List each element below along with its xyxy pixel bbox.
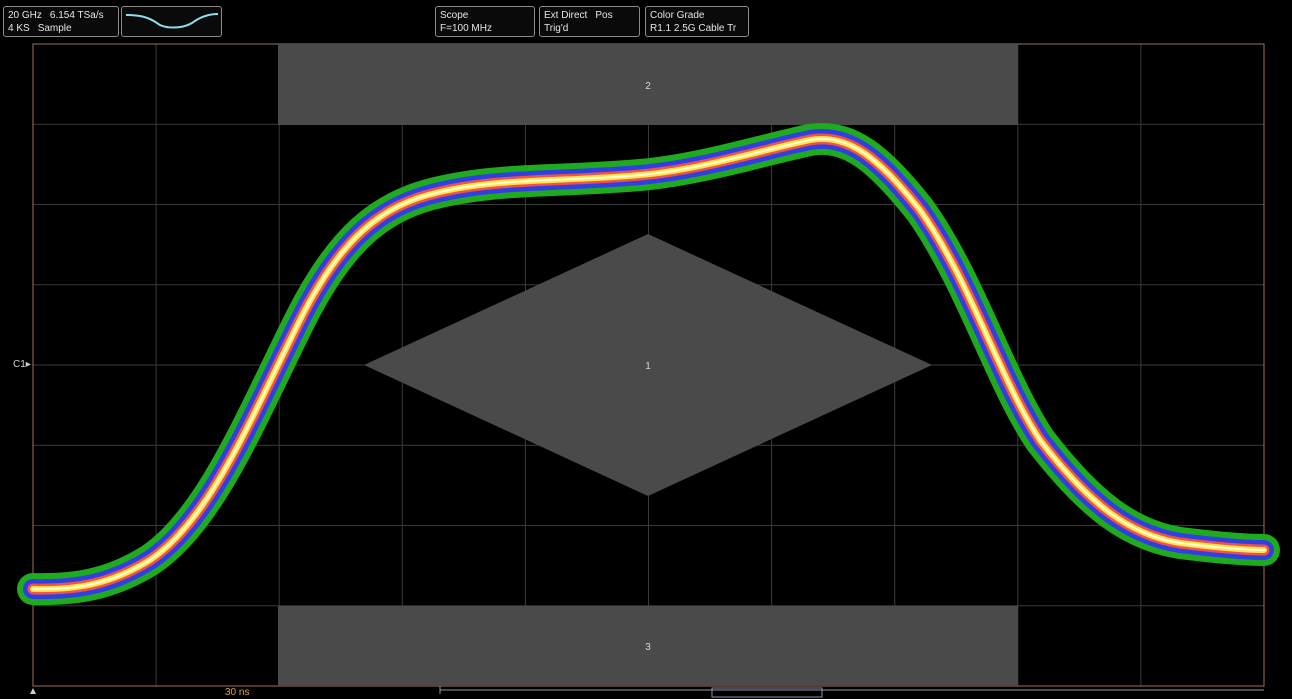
sample-rate: 6.154 TSa/s xyxy=(49,10,104,21)
preview-thumbnail[interactable] xyxy=(121,6,222,37)
bandwidth: 20 GHz xyxy=(8,10,42,21)
trace-layer-peak xyxy=(32,137,1265,591)
time-per-div[interactable]: 30 ns xyxy=(225,687,250,698)
timebase-panel[interactable]: 20 GHz 6.154 TSa/s 4 KS Sample xyxy=(3,6,119,37)
mask-region-3: 3 xyxy=(278,606,1018,686)
trigger-state: Trig'd xyxy=(544,23,569,34)
mask-region-3-label: 3 xyxy=(645,642,651,653)
mask-region-2-label: 2 xyxy=(645,81,651,92)
scope-frequency: F=100 MHz xyxy=(440,23,492,34)
mask-name: R1.1 2.5G Cable Tr xyxy=(650,23,737,34)
display-panel[interactable]: Color Grade R1.1 2.5G Cable Tr xyxy=(645,6,749,37)
channel-marker[interactable]: C1▸ xyxy=(13,359,31,370)
record-length: 4 KS xyxy=(8,23,30,34)
scope-title: Scope xyxy=(440,10,469,21)
mask-region-1: 1 xyxy=(364,234,932,496)
mask-region-1-label: 1 xyxy=(645,361,651,372)
zoom-window-handle[interactable] xyxy=(711,687,823,698)
waveform-trace xyxy=(17,122,1280,606)
status-bar: 20 GHz 6.154 TSa/s 4 KS Sample Scope F=100… xyxy=(0,0,1292,42)
acquisition-mode: Sample xyxy=(37,23,72,34)
trigger-panel[interactable]: Ext Direct Pos Trig'd xyxy=(539,6,640,37)
channel-label: C1 xyxy=(13,359,26,370)
mask-region-2: 2 xyxy=(278,44,1018,125)
trigger-slope: Pos xyxy=(595,10,613,21)
trigger-marker-icon[interactable] xyxy=(30,688,36,694)
waveform-preview-icon xyxy=(125,13,219,29)
display-mode: Color Grade xyxy=(650,10,705,21)
trigger-source: Ext Direct xyxy=(544,10,588,21)
scope-panel[interactable]: Scope F=100 MHz xyxy=(435,6,535,37)
